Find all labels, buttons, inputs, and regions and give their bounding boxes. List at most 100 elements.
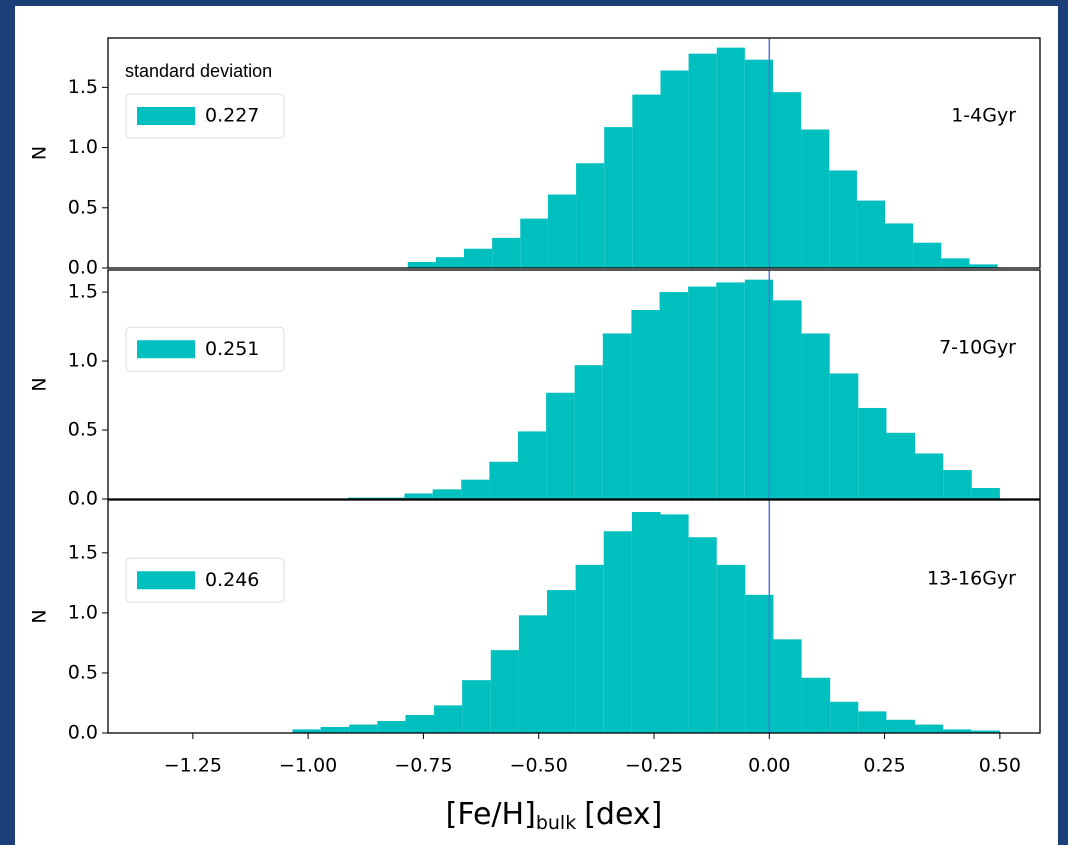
histogram-bar xyxy=(858,711,887,733)
histogram-bar xyxy=(885,223,914,268)
y-tick-label: 0.0 xyxy=(68,257,98,279)
histogram-bar xyxy=(490,650,519,733)
histogram-bar xyxy=(913,242,942,268)
legend-label: 0.227 xyxy=(205,105,259,127)
axes-frame xyxy=(107,37,1041,269)
histogram-bar xyxy=(772,300,802,499)
histogram-bar xyxy=(716,564,746,733)
x-tick-label: −1.25 xyxy=(164,755,222,777)
x-axis-label: [Fe/H]bulk [dex] xyxy=(446,797,663,834)
legend-swatch xyxy=(137,571,195,590)
axes-frame xyxy=(107,269,1041,500)
y-tick-label: 0.5 xyxy=(68,196,98,218)
histogram-bar xyxy=(773,639,802,733)
histogram-bar xyxy=(518,615,548,733)
histogram-bar xyxy=(375,497,405,499)
histogram-bar xyxy=(886,719,916,733)
histogram-bar xyxy=(547,194,577,268)
x-tick-label: −0.50 xyxy=(510,755,568,777)
histogram-bar xyxy=(830,701,859,733)
histogram-bar xyxy=(517,431,547,499)
histogram-bar xyxy=(772,92,802,269)
histogram-bar xyxy=(631,310,660,499)
panel-annotation: 7-10Gyr xyxy=(939,336,1016,358)
histogram-bar xyxy=(829,373,859,499)
legend-box xyxy=(125,326,285,372)
x-tick-label: −0.75 xyxy=(394,755,452,777)
histogram-bar xyxy=(407,261,436,268)
histogram-bar xyxy=(801,677,831,733)
y-tick-label: 0.0 xyxy=(68,722,98,744)
x-axis-label-sub: bulk xyxy=(536,812,576,834)
histogram-bar xyxy=(744,59,773,269)
y-tick-label: 1.5 xyxy=(68,281,98,303)
histogram-bar xyxy=(660,514,689,733)
y-tick-label: 0.5 xyxy=(68,419,98,441)
histogram-bar xyxy=(971,730,1000,733)
y-axis-label: N xyxy=(29,377,51,391)
histogram-bar xyxy=(405,714,435,733)
x-axis-label-unit: [dex] xyxy=(584,797,662,832)
y-tick-label: 0.5 xyxy=(68,661,98,683)
histogram-bar xyxy=(461,479,490,499)
legend-label: 0.251 xyxy=(205,338,259,360)
legend-label: 0.246 xyxy=(205,569,259,591)
histogram-bar xyxy=(631,512,661,733)
histogram-bar xyxy=(575,564,604,733)
histogram-bar xyxy=(659,292,689,499)
histogram-bar xyxy=(688,286,717,499)
histogram-bar xyxy=(547,590,576,733)
histogram-bar xyxy=(856,200,886,268)
histogram-bar xyxy=(971,487,1000,499)
histogram-bar xyxy=(292,729,321,733)
histogram-bar xyxy=(801,333,830,499)
histogram-bar xyxy=(941,258,970,268)
histogram-bar xyxy=(604,127,633,268)
histogram-bar xyxy=(943,729,972,733)
x-tick-label: 0.25 xyxy=(863,755,905,777)
histogram-bar xyxy=(489,461,518,499)
y-tick-label: 1.0 xyxy=(68,601,98,623)
x-axis-label-main: [Fe/H] xyxy=(446,797,536,832)
histogram-bar xyxy=(716,47,745,268)
histogram-bar xyxy=(435,257,465,268)
histogram-bar xyxy=(602,333,632,499)
x-tick-label: 0.50 xyxy=(979,755,1021,777)
histogram-bar xyxy=(349,724,378,733)
y-tick-label: 1.5 xyxy=(68,541,98,563)
legend-swatch xyxy=(137,340,195,359)
x-tick-label: −1.00 xyxy=(279,755,337,777)
histogram-bar xyxy=(603,531,632,733)
histogram-bar xyxy=(462,680,491,733)
axes-frame xyxy=(107,499,1041,734)
histogram-bar xyxy=(688,53,717,268)
histogram-bar xyxy=(320,726,350,733)
histogram-bar xyxy=(660,70,689,268)
histogram-bar xyxy=(688,537,717,733)
histogram-bar xyxy=(969,264,998,268)
histogram-bar xyxy=(546,392,575,499)
histogram-bar xyxy=(716,282,745,499)
histogram-bar xyxy=(943,470,972,499)
histogram-bar xyxy=(432,489,462,499)
legend-box xyxy=(125,93,285,139)
histogram-bar xyxy=(858,407,887,499)
panel-annotation: 13-16Gyr xyxy=(927,568,1016,590)
panel-annotation: 1-4Gyr xyxy=(951,105,1016,127)
legend-title: standard deviation xyxy=(125,61,272,81)
y-tick-label: 1.0 xyxy=(68,350,98,372)
x-tick-label: 0.00 xyxy=(748,755,790,777)
histogram-bar xyxy=(464,248,493,268)
y-axis-label: N xyxy=(29,609,51,623)
histogram-bar xyxy=(632,94,661,268)
histogram-bar xyxy=(347,497,376,499)
legend-box xyxy=(125,557,285,603)
histogram-bar xyxy=(492,237,521,268)
histogram-bar xyxy=(915,724,944,733)
histogram-bar xyxy=(829,170,857,268)
y-axis-label: N xyxy=(29,146,51,160)
histogram-bar xyxy=(377,720,406,733)
y-tick-label: 1.0 xyxy=(68,136,98,158)
